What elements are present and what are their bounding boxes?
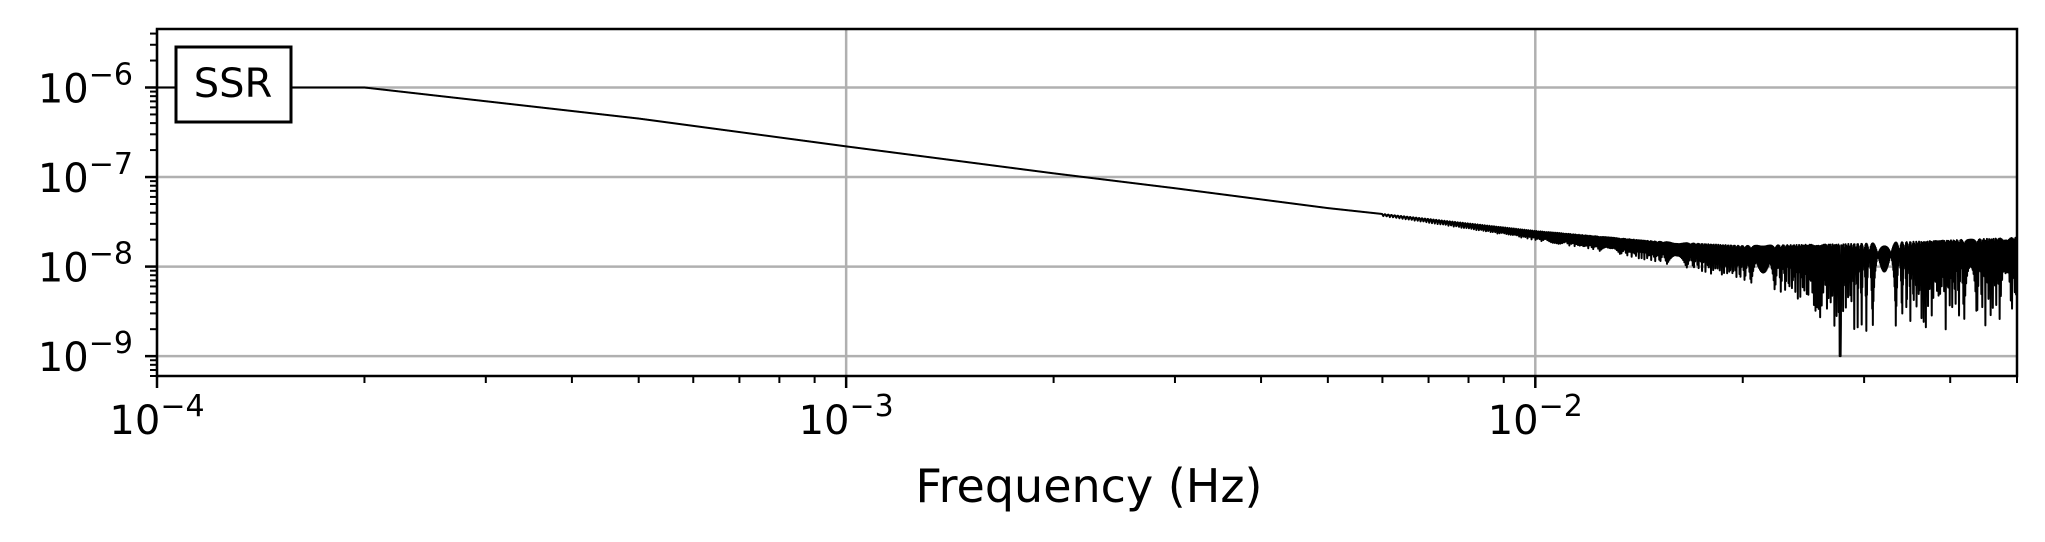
series-line-ssr [156,86,2018,358]
legend-entry-ssr: SSR [194,61,273,107]
x-tick-labels: 10−4 10−3 10−2 [109,389,1582,444]
grid-lines [155,29,2017,376]
x-tick-label-1: 10−3 [799,389,894,444]
x-tick-label-0: 10−4 [109,389,204,444]
legend-box: SSR [174,45,293,124]
y-tick-label-0: 10−6 [38,57,133,112]
major-ticks [145,86,1537,388]
y-tick-labels: 10−6 10−7 10−8 10−9 [38,57,133,381]
legend-frame [174,45,293,124]
y-tick-label-2: 10−8 [38,237,133,292]
plot-frame [155,27,2019,378]
y-tick-label-3: 10−9 [38,326,133,381]
x-tick-label-2: 10−2 [1488,389,1583,444]
y-tick-label-1: 10−7 [38,147,133,202]
x-axis-label: Frequency (Hz) [916,459,1263,513]
series-layer [156,86,2018,358]
